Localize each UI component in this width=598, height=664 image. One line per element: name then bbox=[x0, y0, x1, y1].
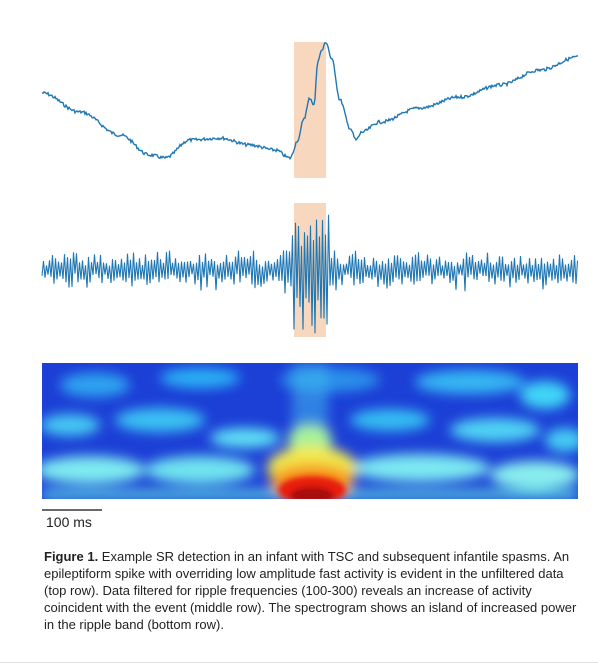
unfiltered-eeg-trace bbox=[41, 42, 579, 160]
spectrogram bbox=[42, 363, 578, 499]
scale-bar-label: 100 ms bbox=[46, 514, 92, 530]
divider bbox=[0, 662, 598, 663]
figure-caption-label: Figure 1. bbox=[44, 549, 99, 564]
ripple-filtered-trace bbox=[41, 214, 579, 334]
figure-caption: Figure 1. Example SR detection in an inf… bbox=[44, 548, 584, 633]
figure-caption-text: Example SR detection in an infant with T… bbox=[44, 549, 577, 632]
event-highlight-top bbox=[294, 42, 326, 178]
